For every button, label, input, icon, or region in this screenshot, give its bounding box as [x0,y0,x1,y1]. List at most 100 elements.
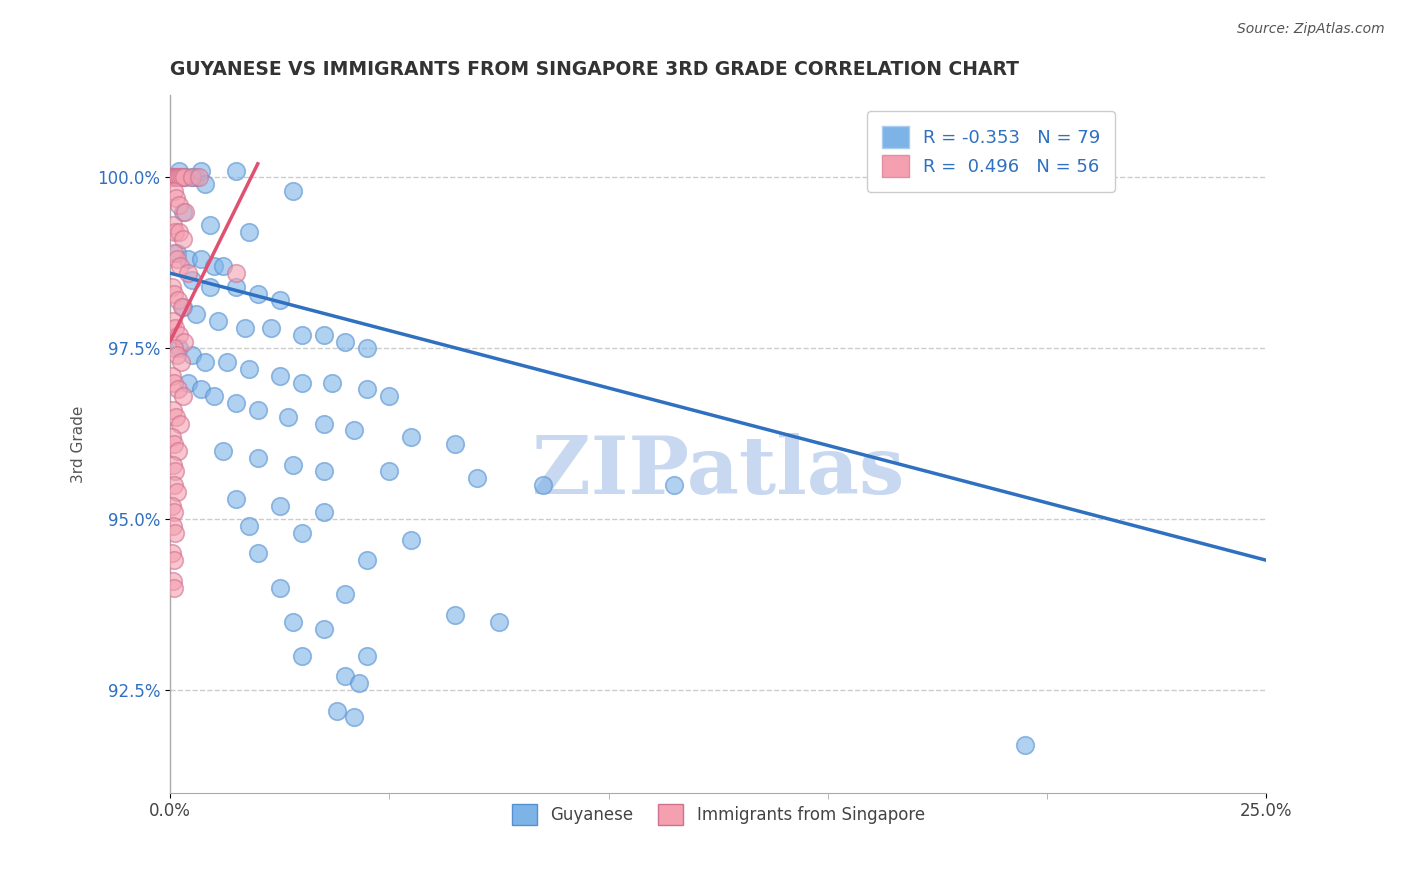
Point [166,252,188,267]
Point [181,170,204,185]
Point [211,260,233,274]
Point [194,355,217,369]
Point [169,170,191,185]
Point [172,170,194,185]
Point [225,280,247,294]
Point [281,458,304,472]
Point [181,348,204,362]
Point [165,321,187,335]
Point [225,396,247,410]
Point [186,170,208,185]
Point [269,368,291,383]
Point [356,553,378,567]
Point [167,342,190,356]
Point [162,574,184,588]
Point [162,280,184,294]
Point [174,204,197,219]
Point [211,443,233,458]
Point [173,334,195,349]
Point [172,301,194,315]
Point [162,519,184,533]
Point [378,464,401,478]
Point [162,478,184,492]
Point [172,232,194,246]
Point [167,383,190,397]
Point [162,245,184,260]
Point [343,423,366,437]
Point [356,342,378,356]
Point [181,170,204,185]
Point [162,499,184,513]
Point [162,342,184,356]
Point [233,321,256,335]
Point [170,355,193,369]
Point [312,327,335,342]
Point [165,225,187,239]
Point [399,533,422,547]
Point [444,437,467,451]
Point [312,505,335,519]
Point [238,225,260,239]
Y-axis label: 3rd Grade: 3rd Grade [72,405,86,483]
Point [167,163,190,178]
Point [167,327,190,342]
Point [281,184,304,198]
Point [165,464,187,478]
Point [291,648,314,663]
Point [312,464,335,478]
Point [167,170,190,185]
Point [335,587,357,601]
Point [281,615,304,629]
Point [335,334,357,349]
Point [174,170,197,185]
Point [163,505,186,519]
Point [172,389,194,403]
Point [356,648,378,663]
Point [181,273,204,287]
Point [162,458,184,472]
Point [166,170,188,185]
Point [163,170,186,185]
Point [176,376,198,390]
Point [277,409,299,424]
Point [225,491,247,506]
Point [186,307,208,321]
Point [167,198,190,212]
Point [198,219,221,233]
Point [238,519,260,533]
Point [162,219,184,233]
Point [163,437,186,451]
Point [246,402,269,417]
Text: Source: ZipAtlas.com: Source: ZipAtlas.com [1237,22,1385,37]
Point [378,389,401,403]
Point [166,245,188,260]
Point [167,443,190,458]
Point [163,286,186,301]
Point [187,170,209,185]
Point [335,669,357,683]
Point [321,376,343,390]
Point [166,484,188,499]
Point [246,450,269,465]
Point [238,362,260,376]
Point [167,293,190,308]
Point [325,704,347,718]
Point [169,260,191,274]
Point [356,383,378,397]
Point [167,225,190,239]
Point [166,348,188,362]
Point [169,417,191,431]
Point [246,546,269,560]
Point [162,546,184,560]
Point [172,204,194,219]
Point [198,280,221,294]
Point [162,368,184,383]
Text: ZIPatlas: ZIPatlas [531,433,904,511]
Point [162,402,184,417]
Point [190,383,212,397]
Point [269,293,291,308]
Point [165,170,187,185]
Point [207,314,229,328]
Point [291,376,314,390]
Point [162,314,184,328]
